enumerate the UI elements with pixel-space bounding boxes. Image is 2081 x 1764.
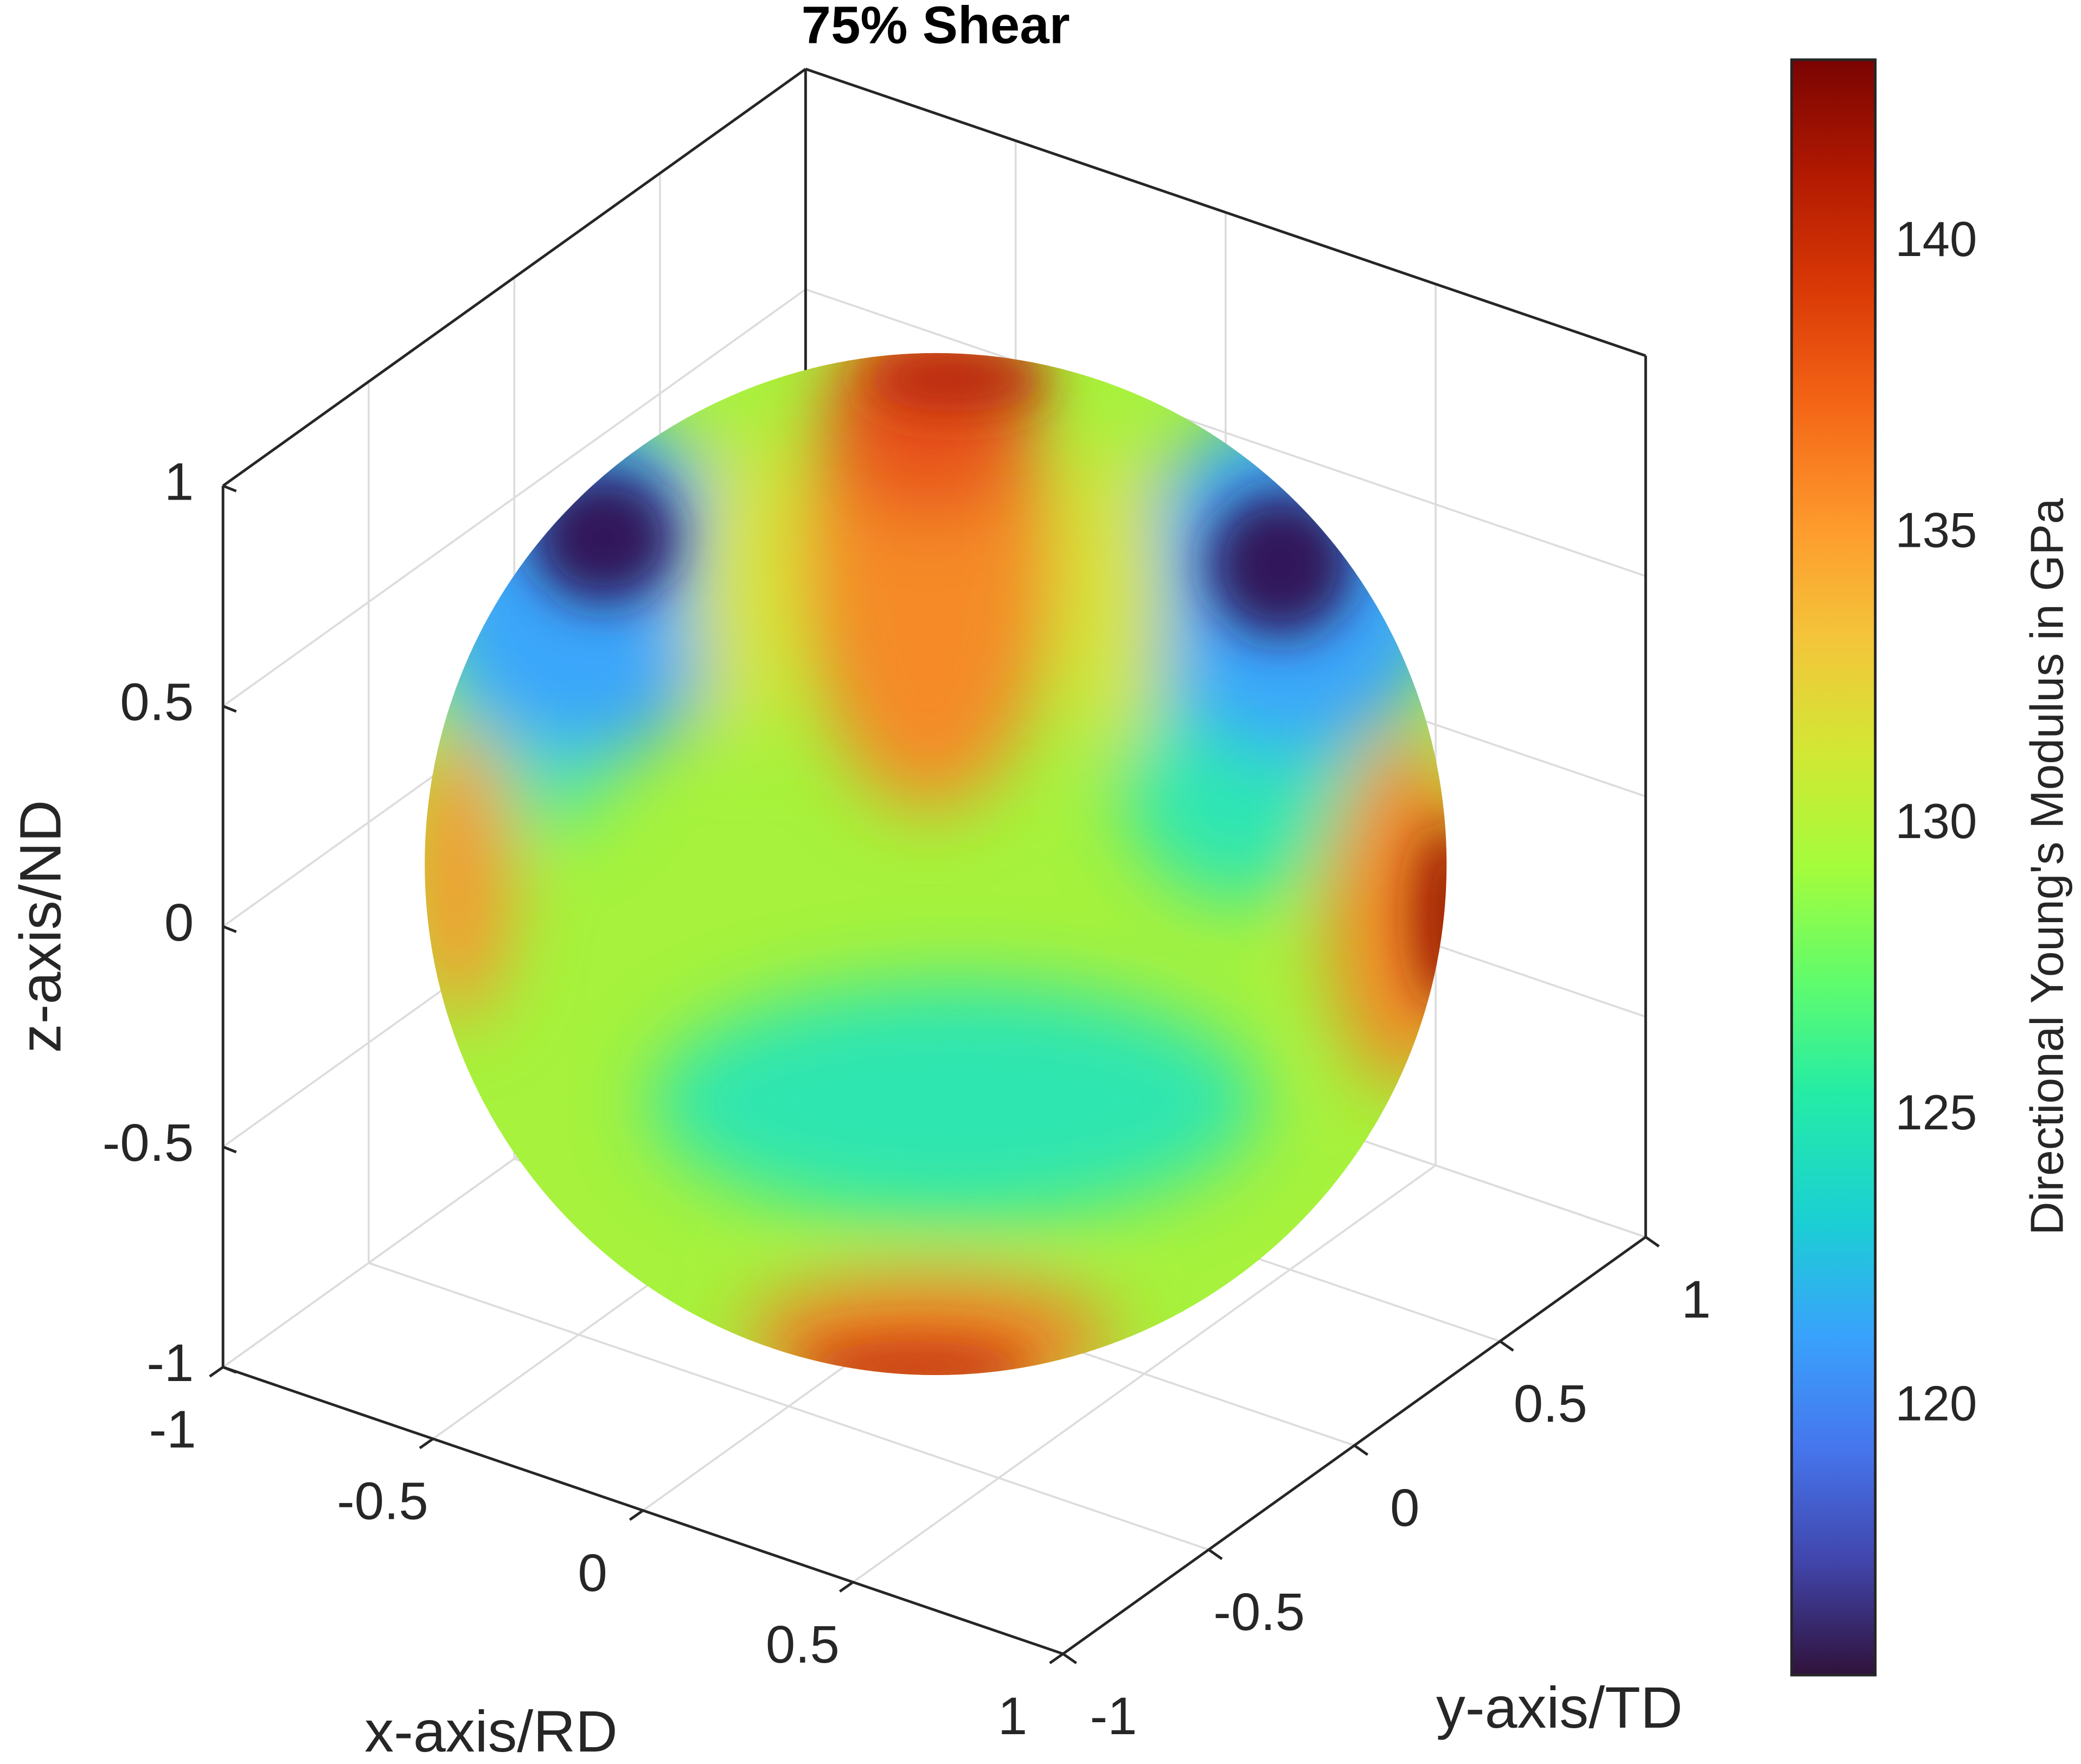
y-tick-label: 1 xyxy=(1681,1269,1711,1329)
colorbar-frame xyxy=(1790,58,1877,1677)
colorbar-tick-label: 140 xyxy=(1895,212,1977,267)
y-grid-line xyxy=(368,1262,1209,1551)
x-tick-label: 1 xyxy=(998,1686,1027,1746)
x-tick xyxy=(838,1581,854,1593)
colorbar-tick-label: 120 xyxy=(1895,1376,1977,1431)
z-axis-label: z-axis/ND xyxy=(8,800,73,1053)
y-axis-label: y-axis/TD xyxy=(1436,1675,1683,1740)
colorbar xyxy=(1791,60,1875,1676)
y-tick-label: -0.5 xyxy=(1213,1582,1305,1641)
x-tick-label: 0.5 xyxy=(766,1614,840,1674)
y-tick-label: -1 xyxy=(1090,1686,1137,1746)
x-tick xyxy=(629,1509,644,1521)
chart-title: 75% Shear xyxy=(802,0,1070,55)
x-tick xyxy=(209,1366,224,1378)
box-edge xyxy=(222,68,806,487)
colorbar-tick-label: 130 xyxy=(1895,794,1977,849)
box-edge xyxy=(805,67,1647,357)
z-tick xyxy=(222,925,237,934)
z-tick xyxy=(222,1145,237,1154)
y-tick xyxy=(1644,1236,1660,1248)
z-tick xyxy=(222,705,237,713)
x-axis-label: x-axis/RD xyxy=(364,1699,618,1764)
y-tick-label: 0 xyxy=(1390,1478,1419,1537)
z-tick-label: 0 xyxy=(164,892,194,952)
z-tick-label: 0.5 xyxy=(120,672,194,732)
axes-layer: -1 -0.5 0 0.5 1 -1 -0.5 0 0.5 1 -1 -0.5 0 0.5 1 120 125 1… xyxy=(103,212,1977,1746)
x-tick xyxy=(419,1437,434,1449)
x-tick-label: -1 xyxy=(149,1399,196,1459)
sphere-surface xyxy=(425,353,1447,1376)
z-tick xyxy=(222,484,237,493)
y-tick-label: 0.5 xyxy=(1514,1373,1587,1433)
y-tick xyxy=(1062,1652,1077,1665)
y-tick xyxy=(1208,1548,1223,1560)
colorbar-label: Directional Young's Modulus in GPa xyxy=(2021,498,2073,1235)
colorbar-tick-label: 125 xyxy=(1895,1085,1977,1140)
colorbar-tick-label: 135 xyxy=(1895,503,1977,558)
y-tick xyxy=(1353,1444,1369,1456)
z-tick-label: 1 xyxy=(164,451,194,511)
z-tick-label: -0.5 xyxy=(103,1113,194,1172)
z-tick xyxy=(222,1366,237,1374)
z-tick-label: -1 xyxy=(146,1333,194,1392)
x-tick-label: 0 xyxy=(578,1543,607,1602)
y-tick xyxy=(1499,1340,1514,1352)
x-tick-label: -0.5 xyxy=(337,1471,428,1531)
x-tick xyxy=(1049,1652,1064,1665)
